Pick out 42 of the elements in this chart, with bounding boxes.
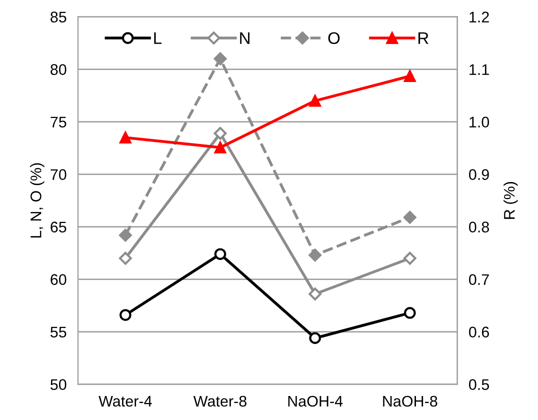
y2-tick-label: 0.6 <box>469 326 489 338</box>
y-tick-label: 70 <box>50 169 66 180</box>
x-tick-label: Water-4 <box>98 396 152 407</box>
point <box>214 248 226 260</box>
point <box>120 132 132 144</box>
point <box>214 52 227 66</box>
point <box>308 288 322 300</box>
x-tick-label: NaOH-8 <box>383 396 438 407</box>
y2-tick-label: 0.7 <box>469 274 489 285</box>
point <box>404 306 416 319</box>
y2-tick-label: 1.2 <box>470 12 489 22</box>
y2-tick-label: 0.5 <box>469 379 490 390</box>
point <box>120 309 132 321</box>
y2-tick-label: 1.0 <box>470 116 490 128</box>
point <box>404 70 416 82</box>
y-tick-label: 75 <box>50 116 66 128</box>
y-axis-title: L, N, O (%) <box>30 163 44 238</box>
point <box>309 94 321 107</box>
y-tick-label: 60 <box>50 274 66 285</box>
y2-axis-title: R (%) <box>504 182 518 219</box>
y-tick-label: 80 <box>50 64 66 75</box>
y-tick-label: 85 <box>50 12 66 22</box>
legend-label: O <box>328 32 340 44</box>
legend-label: R <box>418 32 428 44</box>
legend-label: L <box>154 32 162 44</box>
point <box>118 252 132 265</box>
point <box>403 252 416 265</box>
x-tick-label: NaOH-4 <box>288 396 343 407</box>
legend-label: N <box>240 32 250 44</box>
point <box>118 228 132 242</box>
y2-tick-label: 1.1 <box>470 64 489 75</box>
x-tick-label: Water-8 <box>193 396 246 407</box>
point <box>308 248 322 262</box>
point <box>403 210 416 224</box>
y-tick-label: 55 <box>50 326 66 338</box>
y-tick-label: 65 <box>50 222 66 232</box>
point <box>214 142 226 154</box>
point <box>309 332 321 344</box>
y2-tick-label: 0.9 <box>469 169 489 180</box>
y-tick-label: 50 <box>50 379 66 390</box>
point <box>214 126 227 140</box>
y2-tick-label: 0.8 <box>469 222 489 232</box>
